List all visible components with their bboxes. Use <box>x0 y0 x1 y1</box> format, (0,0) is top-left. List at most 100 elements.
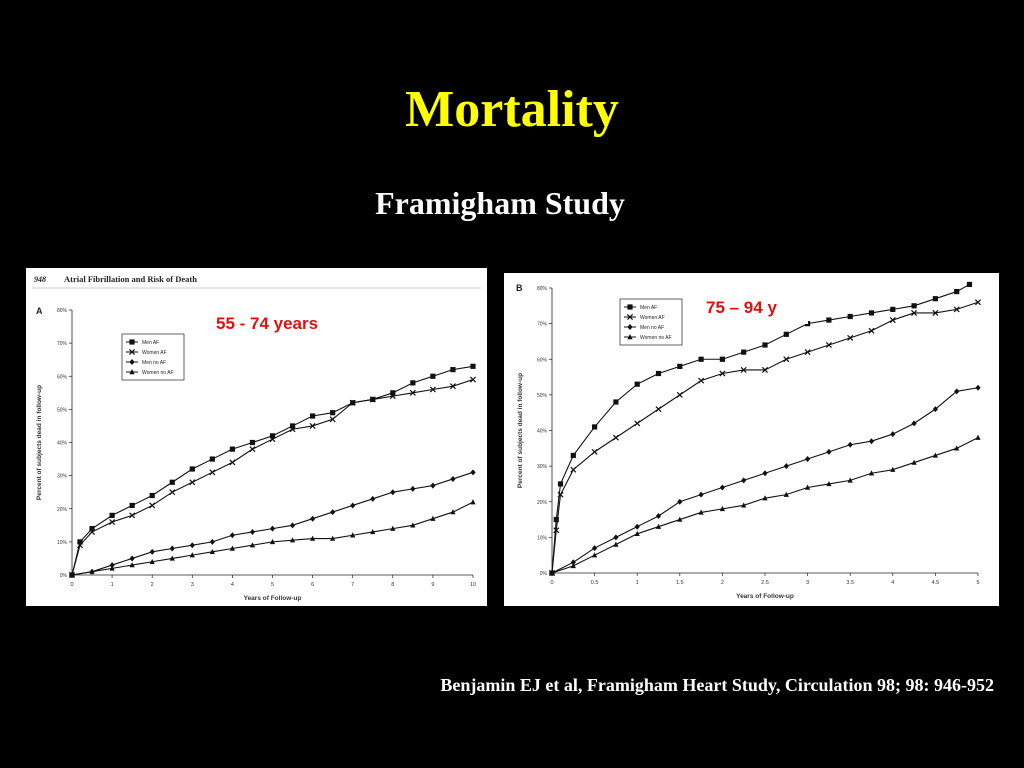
legend-label: Women no AF <box>142 370 174 376</box>
data-point <box>450 475 456 482</box>
data-point <box>109 562 115 569</box>
data-point <box>249 542 256 548</box>
legend-marker <box>627 324 633 330</box>
data-point <box>209 469 216 476</box>
y-tick-label: 10% <box>537 535 548 541</box>
data-point <box>953 306 960 313</box>
x-tick-label: 6 <box>311 582 314 588</box>
data-point <box>719 484 725 491</box>
legend-marker <box>129 369 135 375</box>
data-point <box>570 562 576 569</box>
data-point <box>825 341 832 349</box>
legend-label: Women AF <box>142 350 167 356</box>
data-point <box>783 331 789 337</box>
data-point <box>310 515 316 522</box>
citation: Benjamin EJ et al, Framigham Heart Study… <box>440 675 994 695</box>
legend-marker <box>129 339 135 345</box>
data-point <box>310 535 316 541</box>
data-point <box>741 502 747 508</box>
data-point <box>783 491 789 497</box>
data-point <box>634 530 640 537</box>
data-point <box>549 570 555 576</box>
data-point <box>719 356 725 362</box>
data-point <box>430 482 436 489</box>
data-point <box>613 541 619 547</box>
chart-a-svg: 948 Atrial Fibrillation and Risk of Death… <box>32 274 481 602</box>
x-tick-label: 3 <box>191 582 194 588</box>
y-tick-label: 20% <box>537 500 548 506</box>
data-point <box>655 370 662 377</box>
data-point <box>677 516 683 522</box>
x-tick-label: 0 <box>550 580 553 586</box>
y-tick-label: 50% <box>537 393 548 399</box>
legend-label: Women no AF <box>640 335 672 341</box>
data-point <box>350 532 356 538</box>
data-point <box>655 406 662 413</box>
y-tick-label: 50% <box>57 407 68 413</box>
data-point <box>634 523 640 530</box>
data-point <box>450 367 456 373</box>
chart-1-series-0 <box>549 281 973 576</box>
legend-label: Men no AF <box>640 325 664 331</box>
x-tick-label: 4.5 <box>932 580 940 586</box>
journal-header: Atrial Fibrillation and Risk of Death <box>64 274 197 284</box>
chart-0-series-1 <box>68 376 477 579</box>
data-point <box>189 479 196 486</box>
data-point <box>868 327 875 334</box>
data-point <box>655 513 662 519</box>
data-point <box>269 525 276 532</box>
data-point <box>209 538 215 545</box>
data-point <box>169 489 176 496</box>
y-tick-label: 30% <box>537 464 548 470</box>
data-point <box>762 495 768 501</box>
data-point <box>804 349 811 356</box>
data-point <box>229 459 236 466</box>
data-point <box>613 399 619 405</box>
legend-label: Women AF <box>640 315 665 321</box>
data-point <box>77 539 83 545</box>
data-point <box>149 548 155 555</box>
chart-1-series-1 <box>548 299 982 577</box>
legend-marker <box>128 348 136 356</box>
x-axis-label: Years of Follow-up <box>244 595 302 602</box>
data-point <box>329 416 336 423</box>
age-group-label-a: 55 - 74 years <box>210 312 418 342</box>
data-point <box>592 545 598 552</box>
data-point <box>69 572 75 578</box>
data-point <box>89 526 95 532</box>
data-point <box>932 452 938 458</box>
legend-marker <box>627 304 633 310</box>
data-point <box>149 502 156 509</box>
x-tick-label: 8 <box>391 582 394 588</box>
page-number: 948 <box>34 275 46 284</box>
x-tick-label: 1.5 <box>676 580 684 586</box>
x-tick-label: 0 <box>70 582 73 588</box>
data-point <box>370 528 376 535</box>
data-point <box>557 491 564 498</box>
legend-marker <box>627 334 633 340</box>
chart-0-series-3 <box>69 499 476 578</box>
age-group-label-b: 75 – 94 y <box>700 296 808 324</box>
data-point <box>553 527 560 534</box>
data-point <box>698 377 705 384</box>
y-axis-label: Percent of subjects dead in follow-up <box>36 385 43 500</box>
data-point <box>310 413 316 419</box>
data-point <box>826 480 832 487</box>
x-tick-label: 1 <box>636 580 639 586</box>
data-point <box>826 317 832 323</box>
x-tick-label: 3.5 <box>846 580 854 586</box>
legend-label: Men no AF <box>142 360 166 366</box>
data-point <box>612 434 619 441</box>
panel-letter: B <box>516 283 523 293</box>
data-point <box>954 388 960 395</box>
data-point <box>783 463 789 470</box>
data-point <box>911 309 918 316</box>
x-tick-label: 5 <box>976 580 979 586</box>
data-point <box>189 466 195 472</box>
data-point <box>966 281 973 288</box>
data-point <box>762 470 768 477</box>
data-point <box>289 522 296 529</box>
data-point <box>389 393 396 400</box>
legend: Men AF Women AF Men no AF Women no AF <box>619 298 683 346</box>
data-point <box>470 469 476 476</box>
